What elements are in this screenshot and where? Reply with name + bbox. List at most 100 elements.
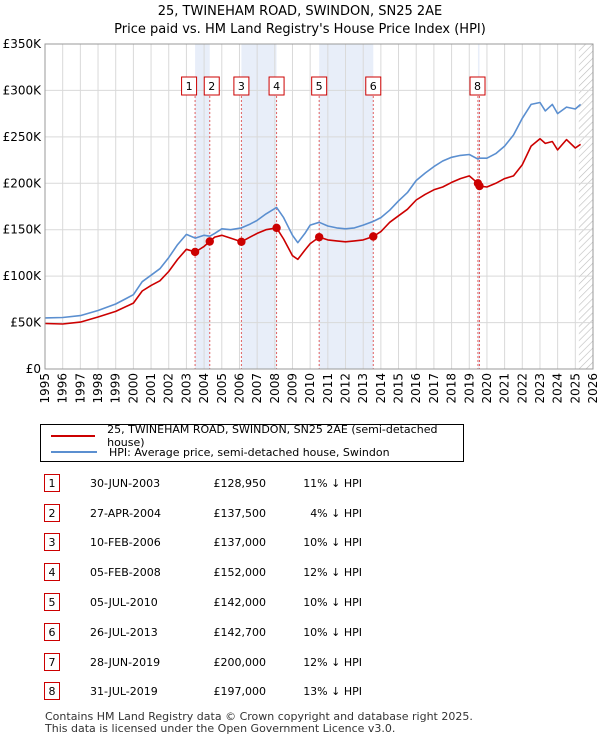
table-row: 6 26-JUL-2013 £142,700 10% ↓ HPI bbox=[44, 623, 564, 643]
plot-frame bbox=[44, 43, 594, 370]
x-tick-label: 2026 bbox=[586, 373, 600, 404]
sale-badge: 6 bbox=[44, 623, 60, 641]
sale-hpi-diff: 4% ↓ HPI bbox=[310, 507, 362, 520]
sale-price: £152,000 bbox=[213, 566, 267, 579]
hpi-line bbox=[44, 101, 582, 319]
sale-label-text: 5 bbox=[316, 80, 323, 93]
legend-blue-line bbox=[51, 451, 97, 453]
y-tick-label: £50K bbox=[10, 316, 42, 330]
x-tick-label: 2000 bbox=[126, 373, 140, 404]
legend-property-label: 25, TWINEHAM ROAD, SWINDON, SN25 2AE (se… bbox=[107, 423, 438, 449]
table-row: 7 28-JUN-2019 £200,000 12% ↓ HPI bbox=[44, 653, 564, 673]
sale-point bbox=[237, 237, 246, 246]
x-tick-label: 1997 bbox=[73, 373, 87, 404]
sale-period-shade bbox=[319, 44, 374, 369]
x-tick-label: 2006 bbox=[232, 373, 246, 404]
x-tick-label: 2021 bbox=[498, 373, 512, 404]
sale-label-box bbox=[181, 76, 198, 96]
price-chart: 25, TWINEHAM ROAD, SWINDON, SN25 2AE Pri… bbox=[3, 4, 600, 404]
sale-badge: 5 bbox=[44, 593, 60, 611]
sale-hpi-diff: 10% ↓ HPI bbox=[303, 626, 362, 639]
y-tick-label: £250K bbox=[3, 130, 43, 144]
table-row: 4 05-FEB-2008 £152,000 12% ↓ HPI bbox=[44, 563, 564, 583]
sale-date: 05-JUL-2010 bbox=[90, 596, 158, 609]
table-row: 5 05-JUL-2010 £142,000 10% ↓ HPI bbox=[44, 593, 564, 613]
x-tick-label: 2007 bbox=[250, 373, 264, 404]
x-tick-label: 2009 bbox=[285, 373, 299, 404]
sale-label-text: 1 bbox=[186, 80, 193, 93]
sale-badge: 2 bbox=[44, 504, 60, 522]
sale-hpi-diff: 13% ↓ HPI bbox=[303, 685, 362, 698]
footer-line-1: Contains HM Land Registry data © Crown c… bbox=[45, 710, 473, 723]
sale-hpi-diff: 12% ↓ HPI bbox=[303, 566, 362, 579]
sale-hpi-diff: 12% ↓ HPI bbox=[303, 656, 362, 669]
x-tick-label: 1998 bbox=[91, 373, 105, 404]
sale-label-text: 3 bbox=[238, 80, 245, 93]
footer-attribution: Contains HM Land Registry data © Crown c… bbox=[45, 711, 473, 735]
x-tick-label: 2022 bbox=[515, 373, 529, 404]
table-row: 8 31-JUL-2019 £197,000 13% ↓ HPI bbox=[44, 682, 564, 702]
x-tick-label: 2010 bbox=[303, 373, 317, 404]
sale-badge: 4 bbox=[44, 563, 60, 581]
sale-date: 27-APR-2004 bbox=[90, 507, 162, 520]
sale-price: £137,000 bbox=[213, 536, 267, 549]
legend-item-property: 25, TWINEHAM ROAD, SWINDON, SN25 2AE (se… bbox=[51, 423, 463, 449]
footer-line-2: This data is licensed under the Open Gov… bbox=[45, 722, 396, 735]
table-row: 1 30-JUN-2003 £128,950 11% ↓ HPI bbox=[44, 474, 564, 494]
x-tick-label: 2011 bbox=[321, 373, 335, 404]
x-tick-label: 2014 bbox=[374, 373, 388, 404]
x-tick-label: 2002 bbox=[162, 373, 176, 404]
legend-item-hpi: HPI: Average price, semi-detached house,… bbox=[51, 444, 390, 460]
y-tick-label: £150K bbox=[3, 223, 43, 237]
sale-label-box bbox=[233, 76, 250, 96]
x-tick-label: 2018 bbox=[445, 373, 459, 404]
sale-date: 10-FEB-2006 bbox=[90, 536, 161, 549]
x-tick-label: 2015 bbox=[392, 373, 406, 404]
sale-hpi-diff: 10% ↓ HPI bbox=[303, 536, 362, 549]
sale-label-text: 4 bbox=[273, 80, 280, 93]
sale-badge: 3 bbox=[44, 533, 60, 551]
sale-label-text: 8 bbox=[474, 80, 481, 93]
x-tick-label: 1995 bbox=[38, 373, 52, 404]
sale-price: £200,000 bbox=[213, 656, 267, 669]
y-tick-label: £0 bbox=[26, 362, 41, 376]
x-tick-label: 2024 bbox=[551, 373, 565, 404]
x-tick-label: 2023 bbox=[533, 373, 547, 404]
sale-period-shade bbox=[241, 44, 277, 369]
sale-label-box bbox=[469, 76, 486, 96]
x-tick-label: 1999 bbox=[109, 373, 123, 404]
x-tick-label: 1996 bbox=[56, 373, 70, 404]
table-row: 3 10-FEB-2006 £137,000 10% ↓ HPI bbox=[44, 533, 564, 553]
sale-price: £142,700 bbox=[213, 626, 267, 639]
x-tick-label: 2005 bbox=[215, 373, 229, 404]
sale-hpi-diff: 10% ↓ HPI bbox=[303, 596, 362, 609]
sale-hpi-diff: 11% ↓ HPI bbox=[303, 477, 362, 490]
plot-area bbox=[45, 44, 593, 369]
x-tick-label: 2001 bbox=[144, 373, 158, 404]
chart-legend: 25, TWINEHAM ROAD, SWINDON, SN25 2AE (se… bbox=[40, 423, 464, 462]
forecast-hatch bbox=[578, 44, 593, 369]
sale-point bbox=[369, 232, 378, 241]
sale-price: £197,000 bbox=[213, 685, 267, 698]
sale-point bbox=[272, 223, 281, 233]
y-tick-label: £200K bbox=[3, 176, 43, 190]
x-tick-label: 2025 bbox=[568, 373, 582, 404]
sale-label-box bbox=[268, 76, 285, 96]
sale-price: £142,000 bbox=[213, 596, 267, 609]
sale-label-box bbox=[365, 76, 382, 96]
sale-badge: 8 bbox=[44, 682, 60, 700]
sale-date: 28-JUN-2019 bbox=[90, 656, 161, 669]
sale-period-shade bbox=[477, 44, 480, 369]
x-tick-label: 2013 bbox=[356, 373, 370, 404]
sale-badge: 7 bbox=[44, 653, 60, 671]
x-tick-label: 2003 bbox=[179, 373, 193, 404]
chart-title: 25, TWINEHAM ROAD, SWINDON, SN25 2AE bbox=[158, 4, 443, 19]
sale-date: 05-FEB-2008 bbox=[90, 566, 161, 579]
sale-price: £128,950 bbox=[213, 477, 267, 490]
table-row: 2 27-APR-2004 £137,500 4% ↓ HPI bbox=[44, 504, 564, 524]
y-tick-label: £350K bbox=[3, 37, 43, 51]
sale-badge: 1 bbox=[44, 474, 60, 492]
x-tick-label: 2017 bbox=[427, 373, 441, 404]
x-tick-label: 2004 bbox=[197, 373, 211, 404]
sale-label-box bbox=[203, 76, 220, 96]
